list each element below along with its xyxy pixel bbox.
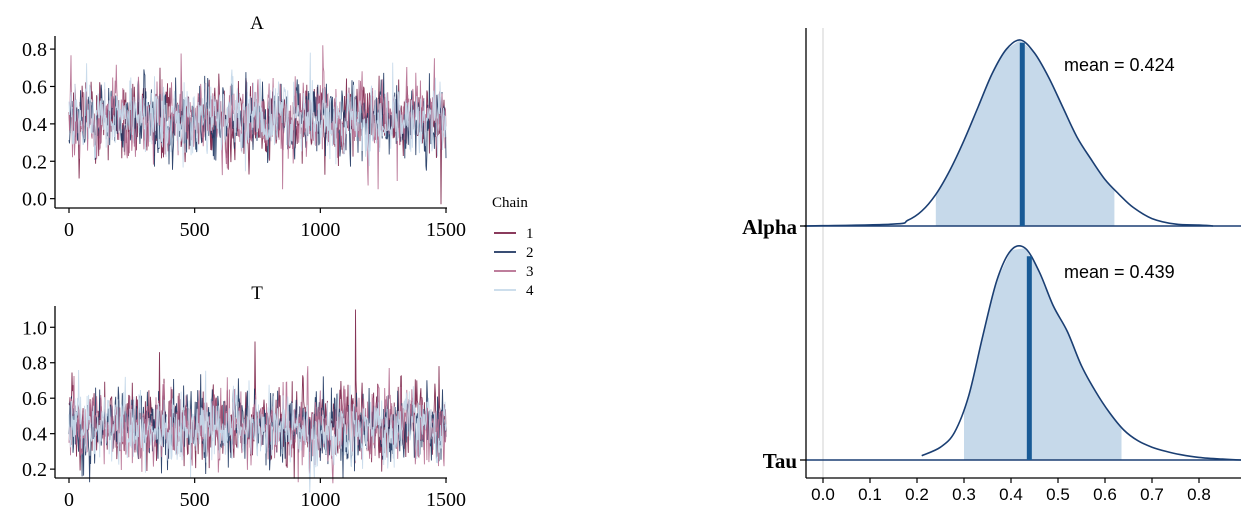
- legend-items: 1 2 3 4: [494, 226, 534, 299]
- chain-legend: Chain 1 2 3 4: [492, 195, 534, 299]
- y-tick-label-t: 0.4: [22, 424, 47, 446]
- x-tick-label-t: 500: [180, 489, 210, 508]
- legend-label-chain-2: 2: [526, 245, 534, 261]
- trace-panel-a: A 0.0 0.2 0.4 0.6 0.8 0 500 1000 1500: [22, 13, 466, 241]
- x-tick-label-a: 1500: [426, 219, 466, 241]
- y-tick-label-a: 0.8: [22, 39, 47, 61]
- density-x-tick-label: 0.7: [1140, 485, 1164, 504]
- y-tick-label-t: 1.0: [22, 317, 47, 339]
- y-ticks-t: 0.2 0.4 0.6 0.8 1.0: [22, 317, 55, 481]
- legend-label-chain-1: 1: [526, 226, 534, 242]
- trace-lines-a: [68, 45, 447, 205]
- y-tick-label-a: 0.0: [22, 189, 47, 211]
- density-rows: mean = 0.424 Alpha mean = 0.439 Tau: [742, 39, 1241, 473]
- trace-line-a-chain-3: [68, 45, 447, 190]
- density-x-tick-label: 0.5: [1046, 485, 1070, 504]
- x-tick-label-t: 1500: [426, 489, 466, 508]
- y-tick-label-t: 0.2: [22, 459, 47, 481]
- legend-label-chain-4: 4: [526, 283, 534, 299]
- x-ticks-t: 0 500 1000 1500: [64, 478, 466, 508]
- x-tick-label-t: 1000: [300, 489, 340, 508]
- density-x-tick-label: 0.8: [1187, 485, 1211, 504]
- y-tick-label-a: 0.2: [22, 151, 47, 173]
- y-tick-label-a: 0.6: [22, 76, 47, 98]
- density-interval-tau: [964, 248, 1122, 460]
- row-label-alpha: Alpha: [742, 215, 797, 239]
- density-row-tau: mean = 0.439 Tau: [763, 245, 1241, 473]
- x-ticks-a: 0 500 1000 1500: [64, 208, 466, 241]
- x-tick-label-t: 0: [64, 489, 74, 508]
- density-x-tick-label: 0.1: [858, 485, 882, 504]
- y-tick-label-t: 0.6: [22, 388, 47, 410]
- density-x-ticks: 0.0 0.1 0.2 0.3 0.4 0.5 0.6 0.7 0.8: [811, 478, 1211, 504]
- trace-line-t-chain-4: [68, 369, 447, 493]
- row-label-tau: Tau: [763, 449, 798, 473]
- density-curve-tau: [921, 245, 1241, 461]
- density-x-tick-label: 0.0: [811, 485, 835, 504]
- density-x-tick-label: 0.6: [1093, 485, 1117, 504]
- legend-title: Chain: [492, 195, 528, 211]
- x-tick-label-a: 500: [180, 219, 210, 241]
- legend-label-chain-3: 3: [526, 264, 534, 280]
- trace-line-a-chain-4: [68, 52, 447, 172]
- density-x-tick-label: 0.4: [999, 485, 1023, 504]
- y-tick-label-t: 0.8: [22, 353, 47, 375]
- density-row-alpha: mean = 0.424 Alpha: [742, 39, 1241, 239]
- y-tick-label-a: 0.4: [22, 114, 47, 136]
- y-ticks-a: 0.0 0.2 0.4 0.6 0.8: [22, 39, 55, 211]
- trace-title-a: A: [250, 13, 264, 34]
- trace-lines-t: [68, 309, 447, 493]
- x-tick-label-a: 0: [64, 219, 74, 241]
- trace-title-t: T: [251, 283, 263, 304]
- density-curve-alpha: [804, 39, 1214, 227]
- density-x-tick-label: 0.3: [952, 485, 976, 504]
- x-tick-label-a: 1000: [300, 219, 340, 241]
- trace-line-t-chain-3: [68, 366, 447, 484]
- trace-panel-t: T 0.2 0.4 0.6 0.8 1.0 0 500 1000 1500: [22, 283, 466, 508]
- density-interval-alpha: [935, 40, 1115, 226]
- density-x-tick-label: 0.2: [905, 485, 929, 504]
- mean-label-tau: mean = 0.439: [1064, 262, 1175, 282]
- mean-label-alpha: mean = 0.424: [1064, 55, 1175, 75]
